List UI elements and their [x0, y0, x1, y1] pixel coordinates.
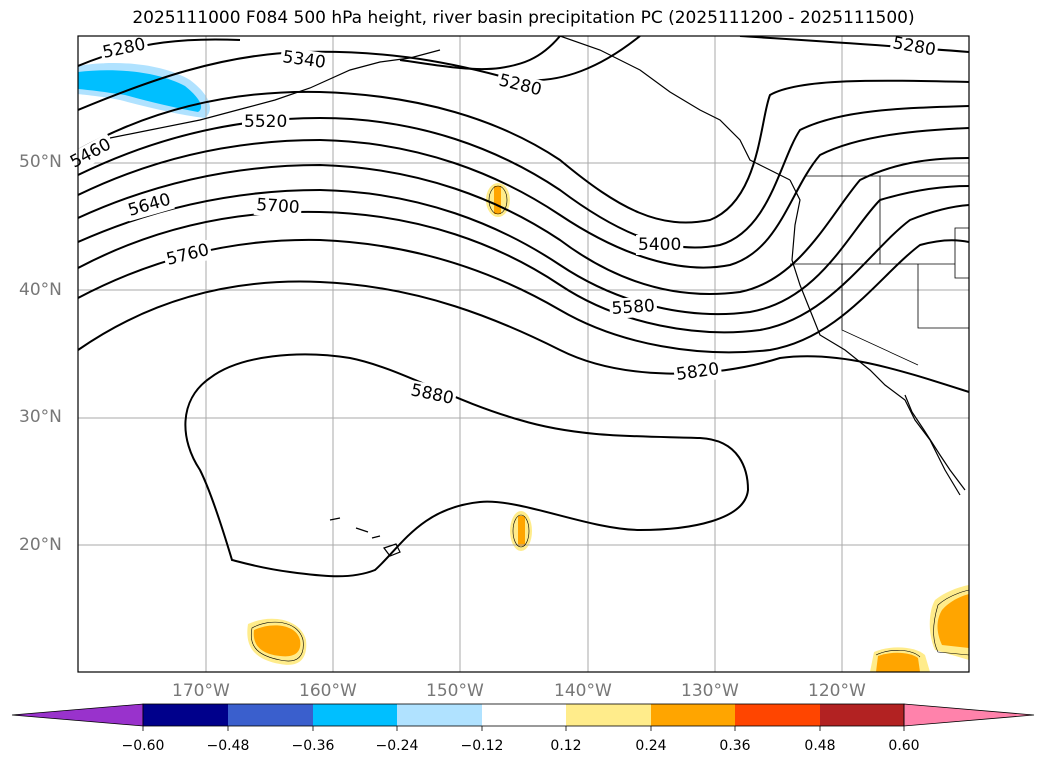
contour-5520	[78, 127, 969, 269]
lon-label: 160°W	[299, 681, 357, 701]
colorbar-tick: 0.36	[719, 738, 751, 754]
contour-5580	[78, 157, 969, 295]
lat-label: 50°N	[19, 152, 62, 172]
colorbar-bin	[313, 704, 397, 726]
colorbar-extend-high	[903, 703, 1035, 727]
lat-label: 30°N	[19, 407, 62, 427]
contour-label: 5400	[638, 235, 681, 255]
colorbar-bin	[482, 704, 566, 726]
borders	[790, 175, 969, 366]
lon-label: 130°W	[681, 681, 739, 701]
colorbar-bin	[566, 704, 651, 726]
colorbar	[11, 703, 1035, 731]
colorbar-tick: 0.60	[888, 738, 920, 754]
contour-5400	[78, 79, 969, 224]
contour-5760	[78, 238, 969, 354]
colorbar-tick: −0.48	[206, 738, 250, 754]
colorbar-bin	[820, 704, 904, 726]
colorbar-tick: −0.24	[375, 738, 419, 754]
contour-label: 5520	[244, 112, 287, 132]
colorbar-tick: −0.12	[460, 738, 504, 754]
map-frame	[77, 35, 970, 673]
colorbar-bin	[143, 704, 228, 726]
hawaii	[329, 517, 401, 557]
map-title: 2025111000 F084 500 hPa height, river ba…	[132, 8, 915, 28]
lon-label: 150°W	[426, 681, 484, 701]
height-contours	[78, 36, 969, 578]
colorbar-tick: 0.12	[550, 738, 582, 754]
lon-label: 170°W	[172, 681, 230, 701]
map-panel	[78, 36, 969, 672]
colorbar-tick: 0.48	[804, 738, 836, 754]
colorbar-tick: −0.60	[121, 738, 165, 754]
colorbar-bin	[735, 704, 820, 726]
colorbar-bin	[651, 704, 735, 726]
lon-label: 120°W	[808, 681, 866, 701]
contour-5340	[78, 36, 641, 111]
lon-label: 140°W	[554, 681, 612, 701]
contour-label: 5700	[256, 195, 301, 218]
colorbar-bin	[397, 704, 482, 726]
colorbar-tick: −0.36	[291, 738, 335, 754]
baja	[904, 394, 966, 491]
contour-5640	[78, 185, 969, 316]
lat-label: 40°N	[19, 280, 62, 300]
colorbar-tick: 0.24	[635, 738, 667, 754]
contour-5820	[78, 280, 969, 393]
alaska-aleutians	[109, 36, 791, 181]
negative-precip-core	[78, 70, 202, 112]
west-coast	[789, 179, 961, 496]
contour-label: 5580	[611, 296, 656, 319]
lat-label: 20°N	[19, 535, 62, 555]
colorbar-bin	[228, 704, 313, 726]
colorbar-extend-low	[11, 703, 144, 727]
coastlines	[109, 36, 966, 557]
